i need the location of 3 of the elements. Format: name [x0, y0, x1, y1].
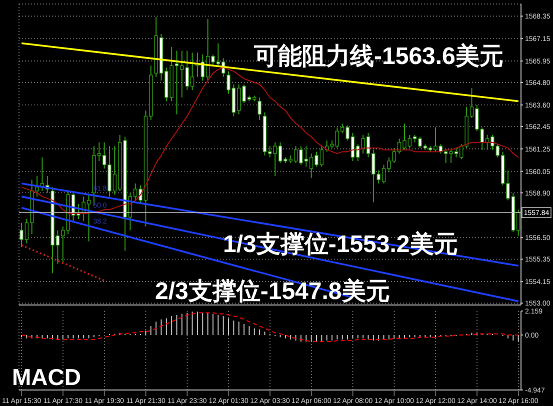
- text: MACD: [12, 364, 81, 390]
- annotation: 2/3支撑位-1547.8美元: [155, 278, 390, 305]
- annotation: 可能阻力线-1563.6美元: [254, 43, 504, 70]
